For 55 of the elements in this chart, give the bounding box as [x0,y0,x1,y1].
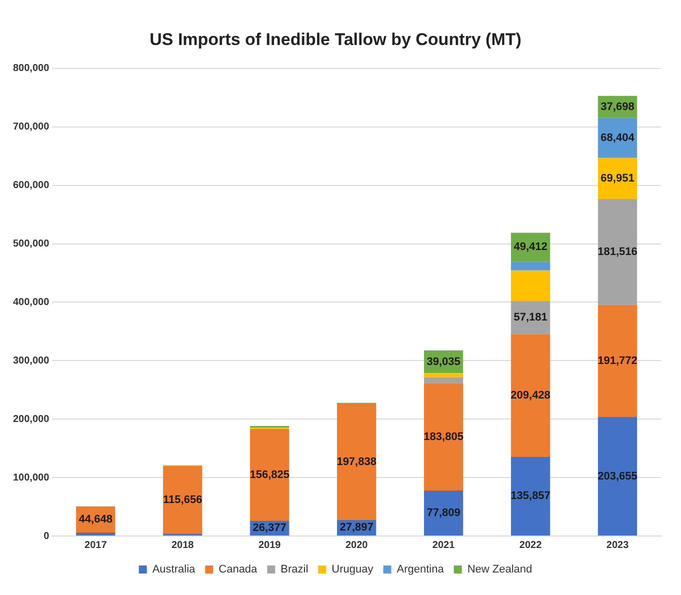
bar [598,304,638,417]
legend-label: Brazil [280,564,308,576]
x-tick-label: 2020 [345,540,368,551]
bar [510,456,550,536]
bar [424,490,464,536]
x-tick-label: 2023 [606,540,630,551]
bar [163,466,202,534]
bar [510,262,550,270]
y-tick-label: 600,000 [12,180,50,192]
data-label: 191,772 [598,354,638,367]
y-tick-label: 100,000 [12,472,50,484]
bar [598,416,638,536]
y-tick-label: 200,000 [12,414,50,425]
y-tick-label: 300,000 [12,355,50,366]
y-tick-label: 800,000 [12,63,50,74]
x-tick-label: 2021 [432,540,456,551]
x-tick-label: 2018 [171,540,194,551]
data-label: 115,656 [163,494,202,506]
data-label: 26,377 [252,522,286,534]
data-label: 156,825 [250,468,290,481]
data-label: 69,951 [600,172,634,184]
legend-label: Uruguay [332,564,374,576]
y-tick-label: 400,000 [12,296,50,308]
bar [337,404,376,520]
data-label: 135,857 [510,490,550,502]
bar [510,270,550,301]
bar [510,334,550,457]
data-label: 68,404 [600,132,636,144]
bar [250,428,290,521]
bar [424,377,464,384]
x-tick-label: 2017 [84,540,108,551]
data-label: 27,897 [340,522,374,534]
y-tick-label: 500,000 [12,238,50,250]
bar [76,532,116,536]
y-tick-label: 700,000 [12,122,50,133]
data-label: 49,412 [514,241,548,254]
y-tick-label: 0 [44,530,50,542]
legend-label: New Zealand [467,564,532,576]
data-label: 44,648 [78,513,112,526]
data-label: 181,516 [598,246,638,258]
legend-label: Argentina [396,564,445,576]
x-tick-label: 2019 [258,540,282,551]
data-label: 203,655 [598,470,638,482]
x-tick-label: 2022 [519,540,542,551]
data-label: 39,035 [426,356,460,368]
legend-label: Australia [152,564,196,576]
data-label: 57,181 [514,312,548,324]
legend-label: Canada [218,564,258,576]
data-label: 37,698 [600,100,634,113]
bar [424,383,464,491]
chart-title: US Imports of Inedible Tallow by Country (MT) [150,30,522,49]
data-label: 209,428 [510,389,550,402]
data-label: 77,809 [426,507,460,520]
bar [424,373,464,378]
bar [598,198,638,305]
